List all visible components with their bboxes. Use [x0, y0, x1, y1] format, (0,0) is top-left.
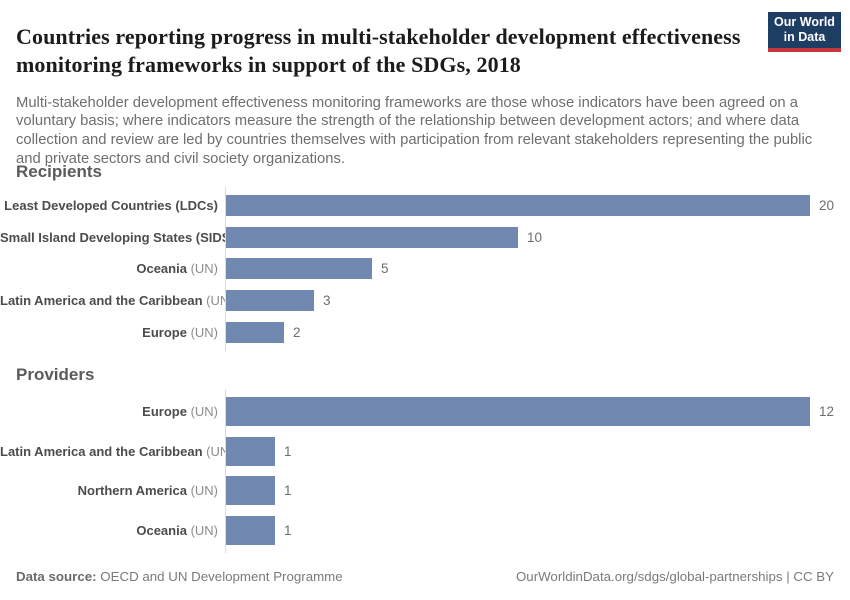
- category-label-main: Latin America and the Caribbean: [0, 293, 203, 309]
- value-label: 2: [293, 324, 301, 340]
- category-label: Least Developed Countries (LDCs): [0, 198, 218, 213]
- owid-logo: Our World in Data: [768, 12, 841, 52]
- bar: [226, 397, 810, 427]
- facet-heading: Recipients: [16, 162, 102, 181]
- bar: [226, 515, 275, 545]
- value-label: 12: [819, 404, 835, 420]
- value-label: 20: [819, 198, 835, 214]
- bar-rows: Europe (UN) 12 Latin America and the Carib…: [0, 389, 850, 553]
- facet-recipients: Recipients Least Developed Countries (LD…: [0, 162, 850, 351]
- bar-track: 1: [226, 436, 850, 466]
- y-axis-line: [225, 389, 226, 553]
- bar: [226, 290, 314, 312]
- bar-track: 2: [226, 321, 850, 343]
- value-label: 3: [323, 293, 331, 309]
- bar-row: Small Island Developing States (SIDS) 10: [0, 222, 850, 254]
- value-label: 5: [381, 261, 389, 277]
- facet-heading: Providers: [16, 365, 95, 384]
- category-label-main: Small Island Developing States (SIDS): [0, 229, 235, 245]
- bar-row: Northern America (UN) 1: [0, 471, 850, 511]
- bar-rows: Least Developed Countries (LDCs) 20 Small …: [0, 187, 850, 351]
- data-source-label: Data source:: [16, 569, 97, 584]
- bar-row: Europe (UN) 2: [0, 316, 850, 348]
- category-label-main: Europe: [142, 324, 187, 340]
- category-label-suffix: (UN): [186, 483, 218, 499]
- bar: [226, 476, 275, 506]
- category-label: Europe (UN): [0, 325, 218, 340]
- owid-logo-line1: Our World: [774, 15, 835, 29]
- value-label: 1: [284, 522, 292, 538]
- bar-track: 1: [226, 515, 850, 545]
- bar-track: 12: [226, 397, 850, 427]
- value-label: 1: [284, 443, 292, 459]
- bar-row: Oceania (UN) 5: [0, 253, 850, 285]
- facet-providers: Providers Europe (UN) 12 Latin America and…: [0, 365, 850, 553]
- attribution: OurWorldinData.org/sdgs/global-partnersh…: [515, 569, 834, 584]
- bar-row: Latin America and the Caribbean (UN) 1: [0, 432, 850, 472]
- data-source-value: OECD and UN Development Programme: [96, 569, 343, 584]
- category-label-main: Oceania: [136, 522, 187, 538]
- category-label-suffix: (UN): [186, 404, 218, 420]
- category-label-main: Latin America and the Caribbean: [0, 443, 203, 459]
- category-label: Oceania (UN): [0, 261, 218, 276]
- category-label-suffix: (UN): [186, 324, 218, 340]
- category-label: Latin America and the Caribbean (UN): [0, 293, 234, 309]
- bar-track: 20: [226, 195, 850, 217]
- bar: [226, 436, 275, 466]
- bar-track: 3: [226, 290, 850, 312]
- bar: [226, 321, 284, 343]
- category-label: Oceania (UN): [0, 523, 218, 538]
- bar: [226, 258, 372, 280]
- category-label: Europe (UN): [0, 404, 218, 419]
- owid-logo-line2: in Data: [783, 30, 826, 44]
- value-label: 10: [527, 229, 543, 245]
- category-label: Small Island Developing States (SIDS): [0, 230, 235, 245]
- category-label-main: Oceania: [136, 261, 187, 277]
- bar-row: Latin America and the Caribbean (UN) 3: [0, 285, 850, 317]
- bar-row: Oceania (UN) 1: [0, 511, 850, 551]
- bar-row: Least Developed Countries (LDCs) 20: [0, 190, 850, 222]
- bar-row: Europe (UN) 12: [0, 392, 850, 432]
- chart-footer: Data source: OECD and UN Development Pro…: [16, 569, 834, 584]
- value-label: 1: [284, 483, 292, 499]
- category-label-main: Least Developed Countries (LDCs): [4, 198, 218, 214]
- chart-subtitle: Multi-stakeholder development effectiven…: [16, 94, 813, 167]
- page-title: Countries reporting progress in multi-st…: [16, 23, 741, 77]
- y-axis-line: [225, 187, 226, 351]
- data-source: Data source: OECD and UN Development Pro…: [16, 569, 343, 584]
- bar-track: 10: [226, 226, 850, 248]
- category-label-suffix: (UN): [186, 261, 218, 277]
- bar: [226, 195, 810, 217]
- category-label-main: Europe: [142, 404, 187, 420]
- category-label-suffix: (UN): [186, 522, 218, 538]
- category-label: Latin America and the Caribbean (UN): [0, 443, 234, 459]
- bar-track: 1: [226, 476, 850, 506]
- bar: [226, 226, 518, 248]
- category-label-main: Northern America: [77, 483, 187, 499]
- bar-track: 5: [226, 258, 850, 280]
- category-label: Northern America (UN): [0, 483, 218, 498]
